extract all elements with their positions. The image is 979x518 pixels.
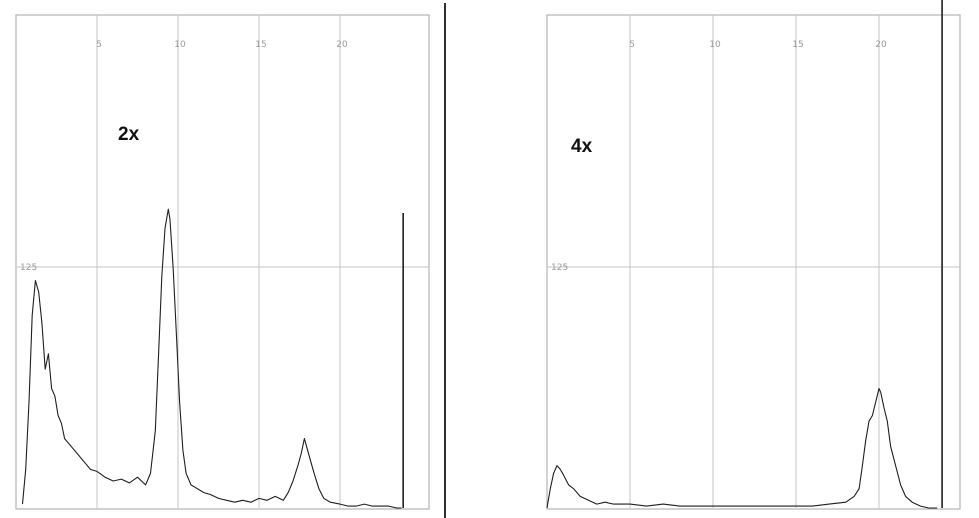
x-tick-label: 10 bbox=[709, 40, 721, 50]
y-tick-label: 125 bbox=[20, 263, 37, 273]
histogram-trace bbox=[546, 387, 938, 509]
plot-frame bbox=[15, 14, 430, 510]
x-tick-label: 20 bbox=[875, 40, 887, 50]
panel-annotation: 2x bbox=[118, 124, 140, 145]
x-tick-label: 5 bbox=[96, 40, 102, 50]
x-tick-label: 10 bbox=[174, 40, 186, 50]
x-tick-label: 5 bbox=[629, 40, 635, 50]
panel-2x: 5 10 15 20 125 2x bbox=[15, 14, 430, 510]
panel-4x: 5 10 15 20 125 4x bbox=[546, 0, 961, 510]
y-tick-label: 125 bbox=[551, 263, 568, 273]
panel-annotation: 4x bbox=[571, 136, 593, 157]
x-tick-label: 15 bbox=[792, 40, 803, 50]
plot-frame bbox=[546, 14, 961, 510]
x-tick-label: 15 bbox=[255, 40, 266, 50]
histogram-trace bbox=[21, 208, 402, 509]
x-tick-label: 20 bbox=[336, 40, 348, 50]
